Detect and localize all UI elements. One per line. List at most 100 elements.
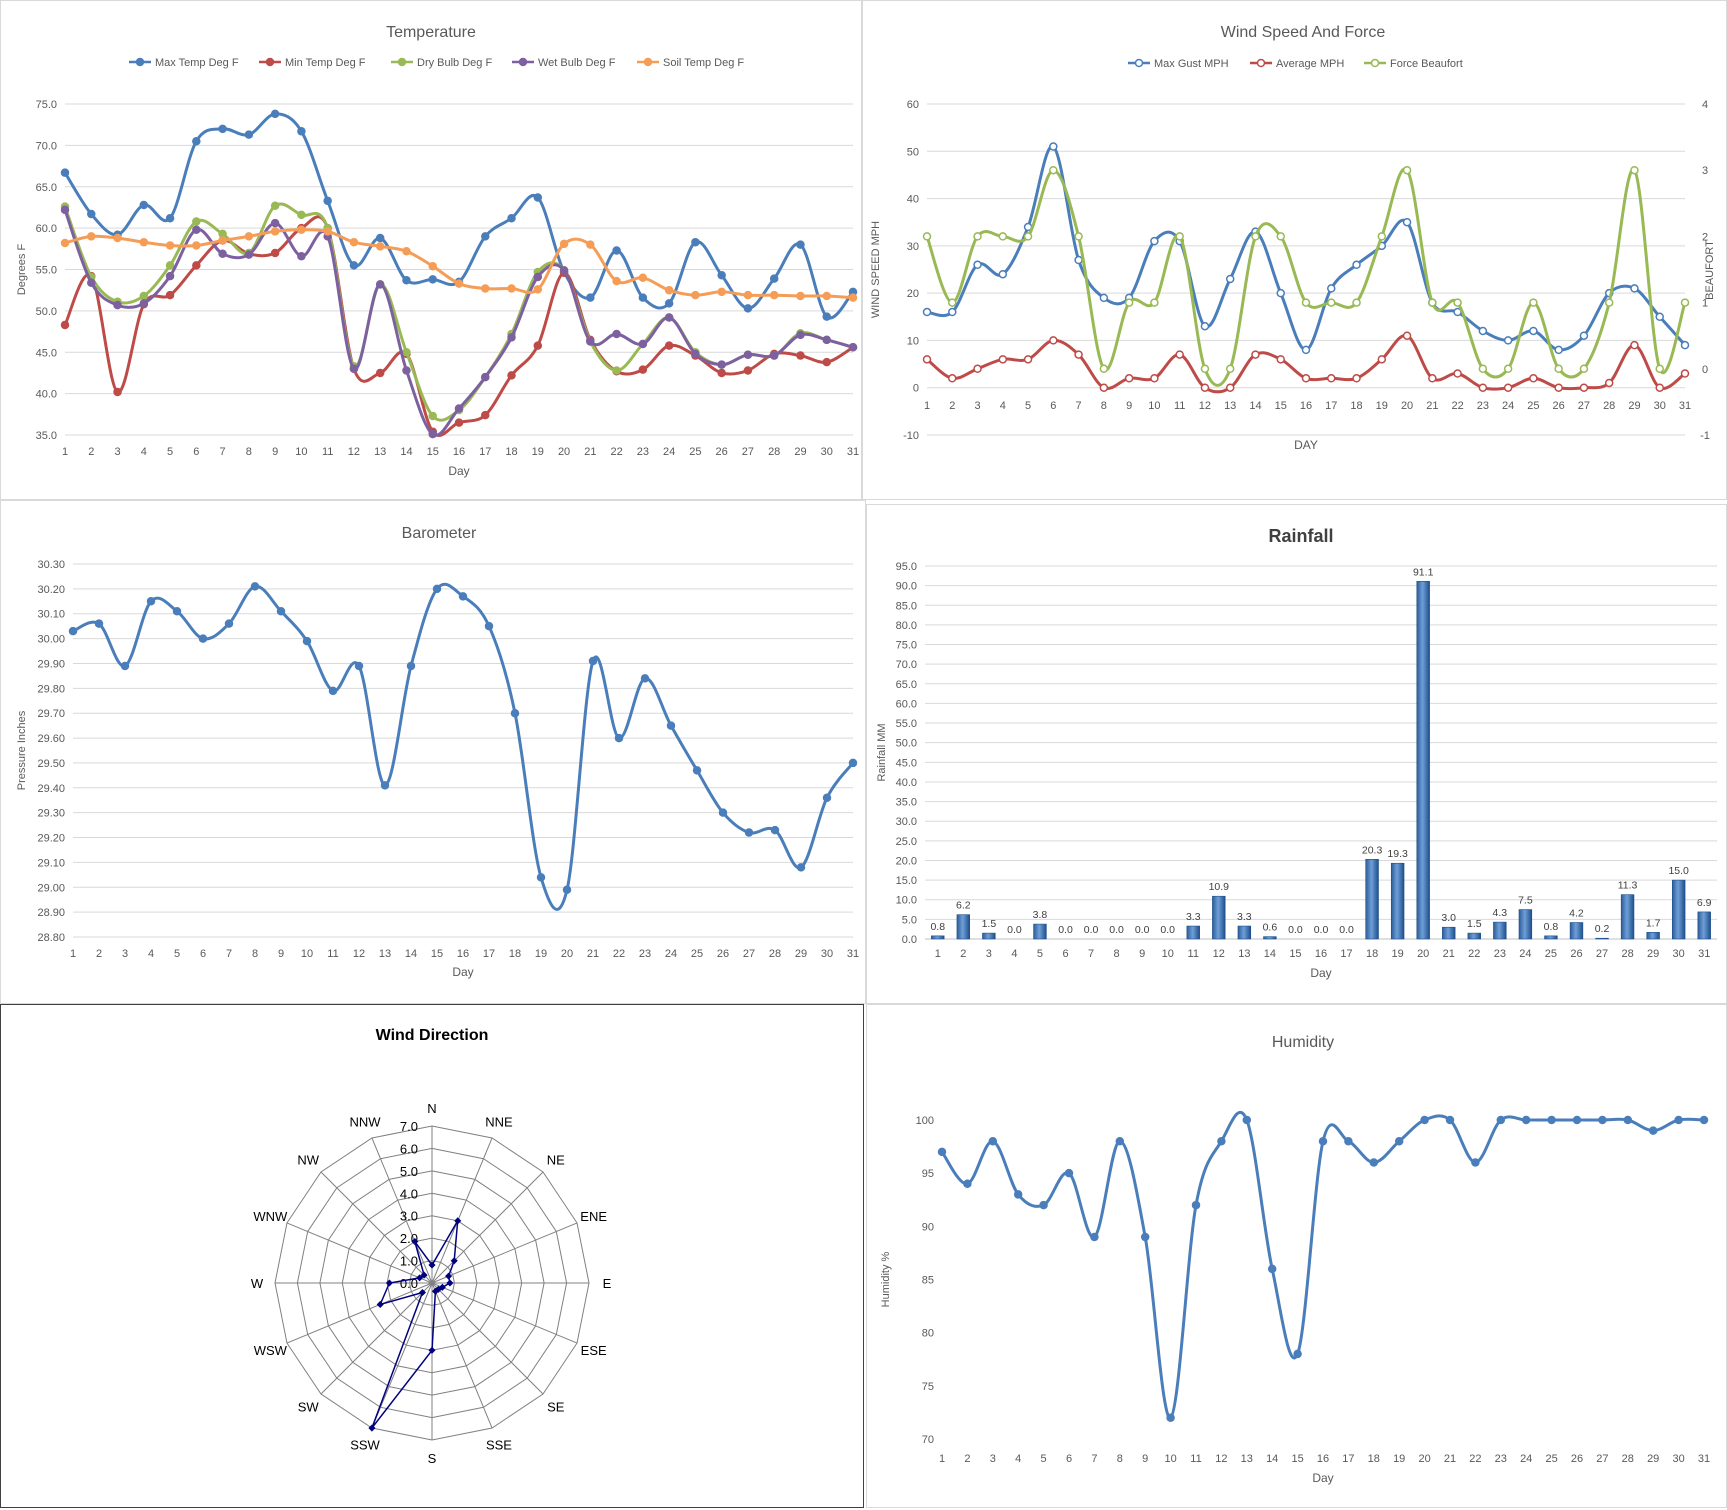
rainfall-xtick-label: 21 [1443, 948, 1455, 960]
wind-direction-spoke [320, 1171, 433, 1284]
humidity-data-point [1521, 1115, 1531, 1125]
wind-data-point [1099, 293, 1109, 303]
humidity-data-point [1140, 1232, 1150, 1242]
wind-ytick-label: 50 [907, 146, 919, 158]
rainfall-data-label: 19.3 [1387, 848, 1408, 860]
temperature-data-point [769, 274, 779, 283]
temperature-legend-marker [643, 57, 653, 67]
barometer-ytick-label: 29.00 [37, 882, 65, 894]
rainfall-ylabel: Rainfall MM [876, 723, 888, 781]
rainfall-bar [1442, 926, 1456, 940]
temperature-xtick-label: 23 [637, 446, 649, 458]
wind-data-point [998, 232, 1008, 241]
wind-data-point [1428, 374, 1437, 383]
wind-direction-data-point [376, 1300, 384, 1308]
wind-data-point [1327, 298, 1336, 307]
wind-direction-spoke [431, 1137, 493, 1284]
rainfall-data-label: 0.0 [1084, 924, 1099, 936]
humidity-data-point [988, 1137, 998, 1146]
humidity-ytick-label: 95 [922, 1168, 934, 1180]
temperature-data-point [481, 232, 490, 241]
temperature-ytick-label: 40.0 [36, 389, 57, 401]
temperature-xtick-label: 10 [295, 446, 307, 458]
temperature-ytick-label: 35.0 [36, 430, 57, 442]
humidity-data-point [1420, 1115, 1429, 1125]
wind-direction-data-point [385, 1279, 393, 1287]
temperature-data-point [139, 291, 149, 301]
wind-direction-data-point [428, 1346, 436, 1354]
temperature-data-point [612, 366, 621, 375]
barometer-data-point [458, 592, 468, 601]
temperature-ytick-label: 75.0 [36, 99, 57, 111]
wind-data-point [1049, 165, 1058, 175]
wind-data-point [1478, 383, 1488, 392]
temperature-data-point [743, 350, 753, 359]
wind-data-point [1251, 232, 1260, 241]
barometer-data-point [120, 661, 130, 671]
wind-data-point [1023, 232, 1033, 241]
rainfall-ytick-label: 25.0 [896, 836, 917, 848]
temperature-data-point [297, 225, 306, 235]
rainfall-data-label: 0.8 [1544, 921, 1559, 933]
temperature-data-point [717, 368, 726, 378]
rainfall-ytick-label: 35.0 [896, 797, 917, 809]
temperature-data-point [87, 278, 96, 287]
barometer-xtick-label: 1 [70, 948, 76, 960]
barometer-ytick-label: 29.80 [37, 683, 65, 695]
temperature-data-point [533, 272, 543, 282]
humidity-data-point [963, 1179, 972, 1189]
rainfall-xtick-label: 31 [1698, 948, 1710, 960]
humidity-xtick-label: 9 [1142, 1453, 1148, 1465]
barometer-data-point [276, 606, 286, 616]
wind-direction-chart: Wind Direction N NNE NE ENE E ESE SE SSE S SSW SW WS… [251, 1027, 612, 1466]
humidity-xtick-label: 28 [1622, 1453, 1634, 1465]
temperature-data-point [743, 290, 753, 300]
barometer-ytick-label: 30.30 [37, 559, 65, 571]
rainfall-bar [1671, 879, 1686, 940]
temperature-legend-label: Min Temp Deg F [285, 57, 366, 69]
barometer-ylabel: Pressure Inches [16, 710, 28, 790]
rainfall-data-label: 15.0 [1668, 865, 1689, 877]
wind-xtick-label: 13 [1224, 400, 1236, 412]
wind-ytick-label: 30 [907, 241, 919, 253]
temperature-data-point [743, 304, 753, 313]
wind-data-point [1074, 255, 1083, 265]
temperature-data-point [638, 293, 648, 302]
rainfall-xtick-label: 13 [1238, 948, 1250, 960]
humidity-title: Humidity [1272, 1034, 1334, 1051]
temperature-ylabel: Degrees F [16, 244, 28, 296]
barometer-xtick-label: 31 [847, 948, 859, 960]
temperature-ytick-label: 70.0 [36, 140, 57, 152]
temperature-data-point [165, 213, 175, 223]
temperature-data-point [796, 291, 805, 301]
wind-direction-category-label: SW [298, 1400, 320, 1415]
wind-direction-spoke [371, 1282, 433, 1429]
humidity-data-point [1496, 1115, 1506, 1125]
temperature-data-point [139, 200, 149, 210]
humidity-data-point [1547, 1115, 1556, 1125]
wind-data-point [1175, 350, 1184, 359]
barometer-xtick-label: 21 [587, 948, 599, 960]
temperature-data-point [60, 238, 70, 248]
humidity-xtick-label: 16 [1317, 1453, 1329, 1465]
rainfall-xtick-label: 14 [1264, 948, 1276, 960]
temperature-data-point [664, 341, 674, 350]
wind-data-point [1049, 336, 1058, 345]
humidity-data-point [1064, 1168, 1074, 1178]
temperature-data-point [60, 168, 70, 177]
temperature-data-point [454, 418, 464, 427]
wind-xtick-label: 17 [1325, 400, 1337, 412]
temperature-xtick-label: 25 [689, 446, 701, 458]
humidity-panel: Humidity 70 75 80 85 90 95 100 Humidity % 1 2 3 4 5 6 7… [866, 1004, 1727, 1508]
wind-direction-data-point [416, 1274, 424, 1282]
wind-xtick-label: 10 [1148, 400, 1160, 412]
rainfall-bar [1212, 895, 1226, 940]
barometer-ytick-label: 29.70 [37, 708, 65, 720]
rainfall-xtick-label: 4 [1011, 948, 1017, 960]
humidity-data-point [937, 1147, 947, 1157]
temperature-data-point [481, 372, 490, 382]
temperature-legend-marker [135, 57, 145, 67]
rainfall-data-label: 6.2 [956, 900, 971, 912]
wind-direction-category-label: E [603, 1276, 612, 1291]
wind-legend-label: Force Beaufort [1390, 58, 1463, 70]
